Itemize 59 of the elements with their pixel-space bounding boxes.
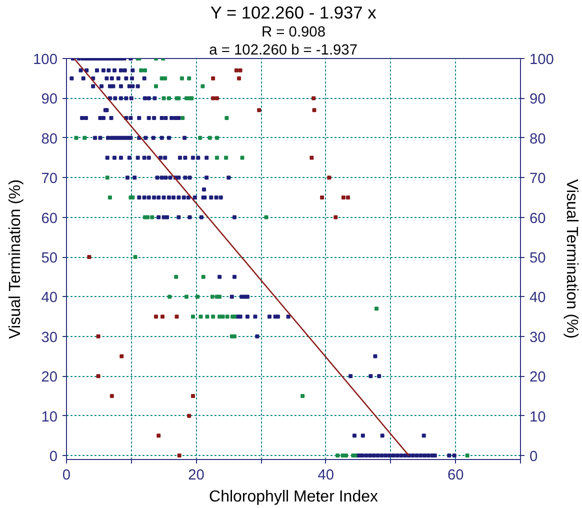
y2-tick-label: 90 bbox=[530, 92, 546, 108]
point bbox=[110, 394, 114, 398]
point bbox=[187, 414, 192, 418]
y2-tick-label: 50 bbox=[530, 250, 546, 267]
point bbox=[312, 108, 316, 112]
point bbox=[234, 68, 238, 72]
y-tick-label: 10 bbox=[41, 409, 58, 426]
y2-axis-title: Visual Termination (%) bbox=[562, 179, 580, 339]
point bbox=[190, 394, 195, 398]
point bbox=[174, 314, 179, 319]
point bbox=[211, 96, 216, 100]
point bbox=[96, 334, 100, 338]
y2-tick-label: 30 bbox=[530, 330, 546, 346]
point bbox=[341, 195, 346, 200]
point bbox=[177, 454, 182, 458]
y-tick-label: 90 bbox=[41, 92, 58, 108]
chart-title: Y = 102.260 - 1.937 x bbox=[210, 2, 377, 22]
y-axis-title: Visual Termination (%) bbox=[7, 179, 24, 339]
y-tick-label: 30 bbox=[41, 330, 58, 346]
text: a = 102.260 b = -1.937 bbox=[209, 42, 358, 58]
y-tick-label: 50 bbox=[41, 250, 58, 267]
x-tick-label: 20 bbox=[188, 468, 204, 484]
point bbox=[334, 215, 338, 220]
point bbox=[120, 354, 124, 358]
point bbox=[237, 76, 242, 80]
x-tick-label: 60 bbox=[447, 468, 464, 484]
x-tick-label: 40 bbox=[318, 468, 334, 484]
y-tick-label: 60 bbox=[41, 210, 58, 227]
y-tick-label: 40 bbox=[41, 290, 58, 306]
y2-tick-label: 80 bbox=[530, 131, 546, 148]
x-tick-label: 0 bbox=[62, 468, 71, 484]
y2-tick-label: 70 bbox=[530, 171, 546, 188]
point bbox=[257, 108, 262, 112]
y-tick-label: 80 bbox=[41, 131, 58, 148]
point bbox=[312, 96, 316, 100]
chart-subtitle: R = 0.908 bbox=[262, 24, 326, 40]
point bbox=[154, 314, 158, 319]
y2-tick-label: 40 bbox=[530, 290, 546, 306]
point bbox=[156, 434, 161, 438]
point bbox=[238, 68, 242, 72]
y2-tick-label: 10 bbox=[530, 409, 546, 426]
point bbox=[87, 255, 92, 260]
point bbox=[346, 195, 350, 200]
point bbox=[160, 314, 164, 319]
point bbox=[214, 96, 219, 100]
point bbox=[327, 176, 332, 180]
point bbox=[96, 374, 100, 378]
y-tick-label: 100 bbox=[33, 52, 58, 68]
y-tick-label: 70 bbox=[41, 171, 58, 188]
y-tick-label: 20 bbox=[41, 370, 58, 386]
point bbox=[310, 156, 314, 160]
y2-tick-label: 100 bbox=[530, 52, 554, 68]
y2-tick-label: 0 bbox=[530, 449, 538, 466]
y-tick-label: 0 bbox=[49, 449, 58, 466]
point bbox=[320, 195, 324, 200]
point bbox=[211, 76, 216, 80]
y2-tick-label: 60 bbox=[530, 210, 546, 227]
y2-tick-label: 20 bbox=[530, 370, 546, 386]
x-axis-title: Chlorophyll Meter Index bbox=[209, 488, 378, 506]
